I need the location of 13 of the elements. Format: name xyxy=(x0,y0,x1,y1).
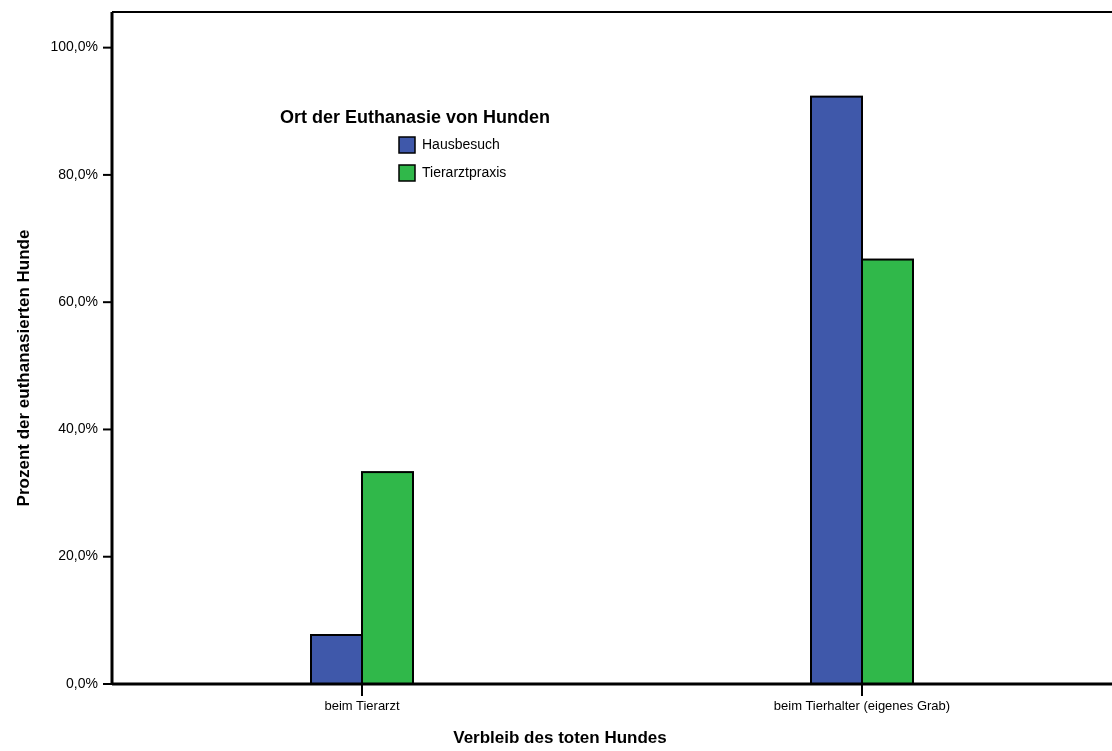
y-tick-label: 40,0% xyxy=(58,420,98,437)
legend-label: Tierarztpraxis xyxy=(422,163,507,180)
y-tick-label: 60,0% xyxy=(58,292,98,309)
y-axis-title: Prozent der euthanasierten Hunde xyxy=(14,229,33,507)
x-axis-title: Verbleib des toten Hundes xyxy=(453,728,667,747)
y-tick-label: 0,0% xyxy=(66,674,98,691)
legend-label: Hausbesuch xyxy=(422,135,500,152)
y-tick-label: 80,0% xyxy=(58,165,98,182)
legend-title: Ort der Euthanasie von Hunden xyxy=(280,107,551,127)
y-tick-label: 20,0% xyxy=(58,547,98,564)
y-tick-label: 100,0% xyxy=(50,38,98,55)
x-tick-label: beim Tierhalter (eigenes Grab) xyxy=(773,698,951,713)
x-tick-label: beim Tierarzt xyxy=(324,698,400,713)
